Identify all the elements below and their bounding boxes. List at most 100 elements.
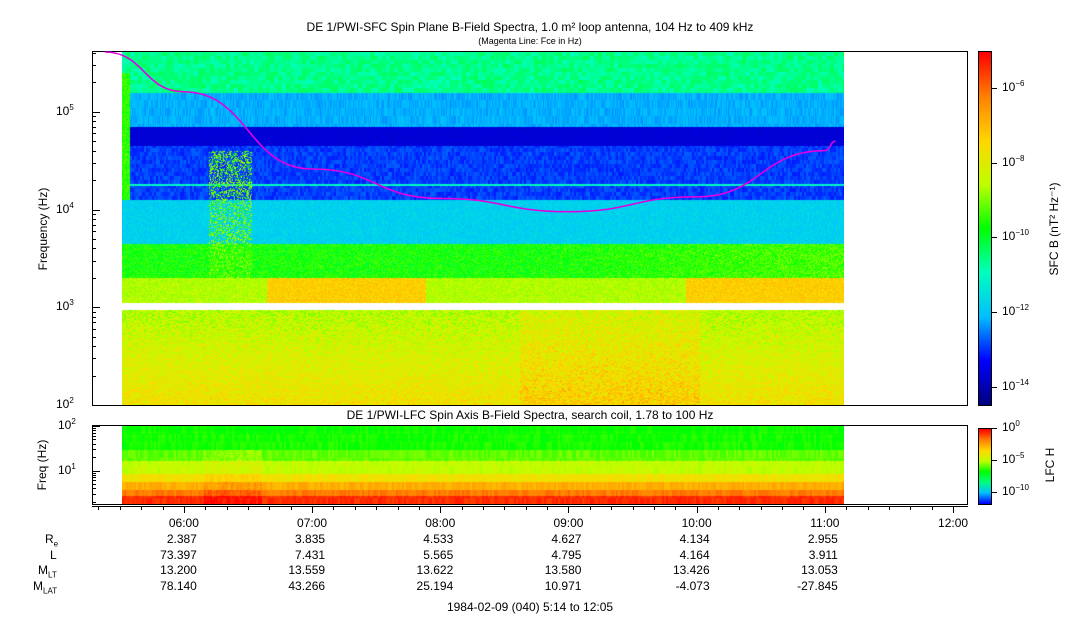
ephem-value: 25.194 bbox=[416, 579, 454, 593]
x-minor-tick bbox=[675, 506, 677, 510]
ephem-value: 3.911 bbox=[808, 548, 838, 562]
x-minor-tick bbox=[867, 506, 869, 510]
x-minor-tick bbox=[247, 506, 249, 510]
x-minor-tick bbox=[547, 506, 549, 510]
sfc-colorbar-tick bbox=[992, 311, 997, 313]
lfc-y-minor-tick bbox=[92, 449, 96, 451]
sfc-colorbar-tick-label: 10−14 bbox=[1002, 377, 1029, 393]
chart-subtitle-sfc: (Magenta Line: Fce in Hz) bbox=[478, 36, 582, 46]
x-minor-tick bbox=[525, 506, 527, 510]
x-major-tick bbox=[696, 506, 698, 513]
sfc-y-minor-tick bbox=[92, 150, 96, 152]
lfc-colorbar-tick-label: 10−10 bbox=[1002, 483, 1029, 499]
lfc-y-minor-tick bbox=[92, 484, 96, 485]
chart-title-sfc: DE 1/PWI-SFC Spin Plane B-Field Spectra,… bbox=[306, 20, 754, 34]
x-minor-tick bbox=[418, 506, 420, 510]
x-minor-tick bbox=[803, 506, 805, 510]
lfc-y-axis-label: Freq (Hz) bbox=[35, 439, 49, 491]
lfc-y-minor-tick bbox=[92, 430, 96, 432]
lfc-colorbar bbox=[978, 428, 992, 505]
sfc-y-minor-tick bbox=[92, 121, 96, 123]
sfc-y-tick bbox=[92, 111, 100, 113]
sfc-y-minor-tick bbox=[92, 328, 96, 330]
sfc-y-tick bbox=[92, 209, 100, 211]
lfc-colorbar-tick-label: 100 bbox=[1002, 419, 1020, 434]
x-minor-tick bbox=[226, 506, 228, 510]
lfc-y-minor-tick bbox=[92, 501, 96, 503]
x-minor-tick bbox=[141, 506, 143, 510]
sfc-y-minor-tick bbox=[92, 126, 96, 128]
ephem-label-mlat: MLAT bbox=[33, 579, 58, 596]
x-minor-tick bbox=[482, 506, 484, 510]
sfc-colorbar-tick bbox=[992, 237, 997, 239]
sfc-y-minor-tick bbox=[92, 316, 96, 318]
x-tick-label: 11:00 bbox=[810, 516, 840, 530]
lfc-y-minor-tick bbox=[92, 432, 96, 434]
lfc-y-minor-tick bbox=[92, 488, 96, 490]
sfc-colorbar-tick-label: 10−10 bbox=[1002, 228, 1029, 244]
x-minor-tick bbox=[162, 506, 164, 510]
ephem-label-re: Re bbox=[45, 532, 59, 549]
x-minor-tick bbox=[739, 506, 741, 510]
ephem-value: 13.622 bbox=[416, 563, 454, 577]
ephem-value: 13.559 bbox=[288, 563, 326, 577]
sfc-y-minor-tick bbox=[92, 180, 96, 182]
sfc-y-tick-label: 104 bbox=[56, 200, 74, 216]
x-minor-tick bbox=[397, 506, 399, 510]
ephem-value: 13.200 bbox=[160, 563, 197, 577]
x-tick-label: 08:00 bbox=[425, 516, 456, 530]
sfc-y-tick-label: 102 bbox=[56, 396, 74, 411]
ephem-value: 13.580 bbox=[544, 563, 582, 577]
sfc-y-minor-tick bbox=[92, 277, 96, 279]
sfc-y-minor-tick bbox=[92, 224, 96, 226]
sfc-y-minor-tick bbox=[92, 82, 96, 84]
sfc-colorbar-tick-label: 10−6 bbox=[1002, 79, 1025, 95]
sfc-colorbar-label-text: SFC B (nT² Hz⁻¹) bbox=[1047, 182, 1061, 276]
ephem-value: 2.955 bbox=[807, 532, 838, 546]
ephem-label-mlt: MLT bbox=[38, 563, 57, 580]
sfc-y-minor-tick bbox=[92, 162, 96, 164]
sfc-y-minor-tick bbox=[92, 65, 96, 67]
lfc-colorbar-tick bbox=[992, 492, 997, 494]
ephem-value: 2.387 bbox=[166, 532, 197, 546]
ephem-value: 10.971 bbox=[544, 579, 582, 593]
lfc-colorbar-tick-label: 10−5 bbox=[1002, 451, 1025, 467]
fce-line bbox=[104, 51, 836, 213]
lfc-y-minor-tick bbox=[92, 435, 96, 437]
ephem-label-l: L bbox=[50, 548, 57, 562]
x-tick-label: 06:00 bbox=[168, 516, 199, 530]
sfc-colorbar bbox=[978, 51, 992, 406]
sfc-y-minor-tick bbox=[92, 238, 96, 240]
sfc-y-tick bbox=[92, 405, 100, 406]
x-minor-tick bbox=[846, 506, 848, 510]
ephem-value: -4.073 bbox=[675, 579, 710, 593]
lfc-y-minor-tick bbox=[92, 474, 96, 476]
x-minor-tick bbox=[888, 506, 890, 510]
sfc-y-tick-label: 103 bbox=[56, 298, 74, 314]
x-minor-tick bbox=[461, 506, 463, 510]
lfc-y-minor-tick bbox=[92, 443, 96, 445]
sfc-y-minor-tick bbox=[92, 141, 96, 143]
ephem-value: 78.140 bbox=[160, 579, 197, 593]
sfc-y-minor-tick bbox=[92, 213, 96, 215]
ephem-value: 4.164 bbox=[679, 548, 710, 562]
lfc-y-tick-label: 102 bbox=[58, 417, 76, 432]
x-tick-label: 07:00 bbox=[297, 516, 328, 530]
x-major-tick bbox=[953, 506, 955, 513]
ephem-value: 5.565 bbox=[423, 548, 454, 562]
chart-title-lfc: DE 1/PWI-LFC Spin Axis B-Field Spectra, … bbox=[346, 408, 714, 422]
lfc-y-minor-tick bbox=[92, 457, 96, 459]
lfc-y-minor-tick bbox=[92, 472, 96, 474]
x-tick-label: 09:00 bbox=[553, 516, 584, 530]
x-tick-label: 10:00 bbox=[681, 516, 712, 530]
ephem-value: 13.426 bbox=[672, 563, 710, 577]
sfc-y-minor-tick bbox=[92, 218, 96, 220]
sfc-spectrogram bbox=[122, 52, 844, 405]
ephem-value: 73.397 bbox=[160, 548, 197, 562]
ephem-value: -27.845 bbox=[797, 579, 838, 593]
x-major-tick bbox=[440, 506, 442, 513]
sfc-y-minor-tick bbox=[92, 346, 96, 348]
sfc-y-minor-tick bbox=[92, 116, 96, 118]
ephem-value: 7.431 bbox=[295, 548, 326, 562]
x-minor-tick bbox=[333, 506, 335, 510]
